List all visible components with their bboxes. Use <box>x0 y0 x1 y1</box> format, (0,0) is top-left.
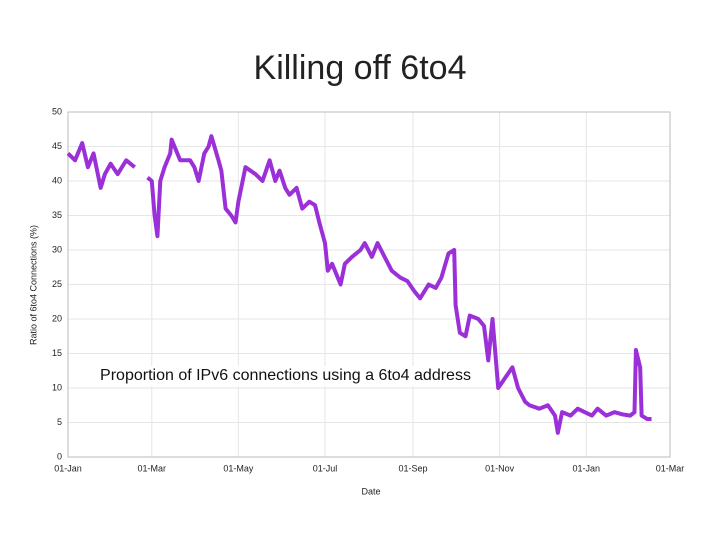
y-tick-label: 35 <box>52 210 62 220</box>
y-tick-label: 5 <box>57 417 62 427</box>
y-tick-label: 30 <box>52 244 62 254</box>
x-tick-label: 01-Jan <box>572 463 600 473</box>
annotation: Proportion of IPv6 connections using a 6… <box>98 366 473 386</box>
y-tick-label: 10 <box>52 382 62 392</box>
x-tick-label: 01-Jan <box>54 463 82 473</box>
x-tick-label: 01-Sep <box>398 463 427 473</box>
y-tick-label: 25 <box>52 279 62 289</box>
y-tick-label: 15 <box>52 348 62 358</box>
x-tick-label: 01-Nov <box>485 463 515 473</box>
x-tick-label: 01-May <box>223 463 254 473</box>
x-tick-label: 01-Jul <box>313 463 338 473</box>
grid <box>67 111 671 458</box>
y-tick-label: 45 <box>52 141 62 151</box>
plot-frame <box>67 111 671 458</box>
y-tick-label: 20 <box>52 313 62 323</box>
x-axis-label: Date <box>361 486 380 496</box>
chart-title: Killing off 6to4 <box>254 49 467 87</box>
y-axis-label: Ratio of 6to4 Connections (%) <box>28 225 38 345</box>
x-tick-label: 01-Mar <box>656 463 685 473</box>
x-tick-label: 01-Mar <box>138 463 167 473</box>
y-tick-label: 40 <box>52 175 62 185</box>
y-tick-label: 50 <box>52 106 62 116</box>
y-tick-label: 0 <box>57 451 62 461</box>
data-line <box>66 134 652 435</box>
